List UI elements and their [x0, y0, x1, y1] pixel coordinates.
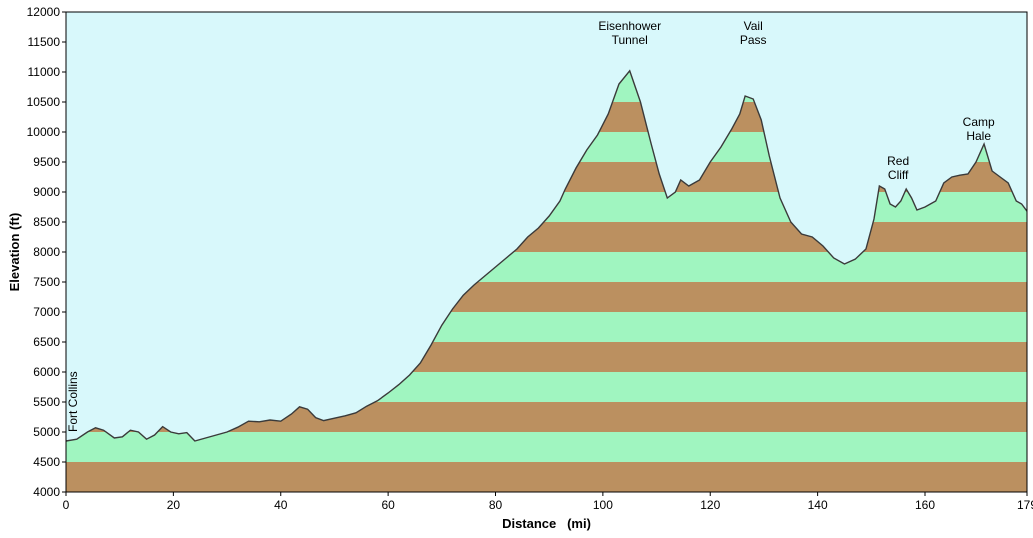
y-tick-label: 11000 — [28, 65, 61, 79]
y-tick-label: 4000 — [33, 485, 60, 499]
y-axis-title: Elevation (ft) — [7, 213, 22, 292]
x-tick-label: 40 — [274, 498, 288, 512]
landmark-label: Fort Collins — [66, 371, 80, 432]
y-tick-label: 8500 — [33, 215, 60, 229]
elevation-band — [66, 462, 1027, 492]
landmark-label: Red Cliff — [887, 154, 909, 182]
landmark-label: Vail Pass — [740, 19, 767, 47]
x-tick-label: 179 — [1017, 498, 1033, 512]
x-tick-label: 0 — [63, 498, 70, 512]
x-tick-label: 120 — [700, 498, 720, 512]
x-tick-label: 60 — [381, 498, 395, 512]
x-tick-label: 80 — [489, 498, 503, 512]
y-tick-label: 8000 — [33, 245, 60, 259]
y-tick-label: 7000 — [33, 305, 60, 319]
y-tick-label: 6000 — [33, 365, 60, 379]
y-tick-label: 12000 — [27, 5, 61, 19]
landmark-label: Eisenhower Tunnel — [598, 19, 661, 47]
y-tick-label: 9500 — [33, 155, 60, 169]
y-tick-label: 6500 — [33, 335, 60, 349]
y-tick-label: 5000 — [33, 425, 60, 439]
y-tick-label: 11500 — [28, 35, 61, 49]
x-tick-label: 20 — [167, 498, 181, 512]
landmark-label: Camp Hale — [963, 115, 995, 143]
y-tick-label: 9000 — [33, 185, 60, 199]
elevation-profile-line — [66, 69, 1027, 442]
x-tick-label: 160 — [915, 498, 935, 512]
y-tick-label: 4500 — [33, 455, 60, 469]
x-tick-label: 100 — [593, 498, 613, 512]
y-tick-label: 10500 — [27, 95, 61, 109]
y-tick-label: 10000 — [27, 125, 61, 139]
elevation-band — [66, 432, 1027, 462]
y-tick-label: 7500 — [33, 275, 60, 289]
x-tick-label: 140 — [808, 498, 828, 512]
y-tick-label: 5500 — [33, 395, 60, 409]
x-axis-title: Distance (mi) — [502, 516, 591, 531]
